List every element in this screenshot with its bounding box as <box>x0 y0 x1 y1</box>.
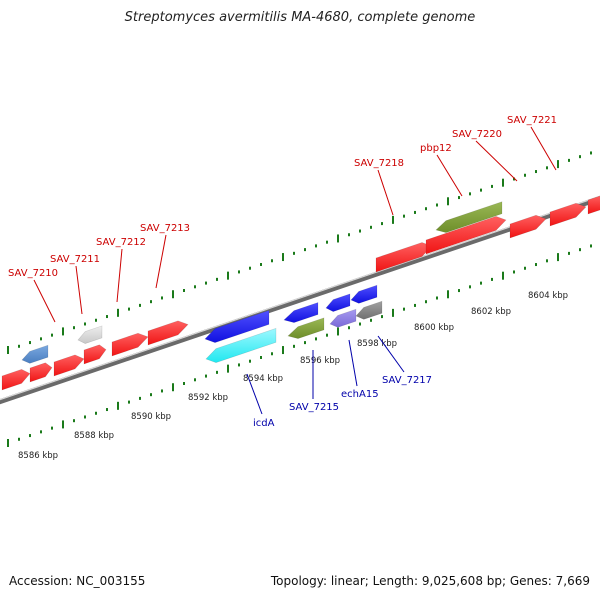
gene-label: SAV_7213 <box>140 223 190 234</box>
gene-arrow <box>329 308 357 328</box>
gene-label: pbp12 <box>420 143 452 154</box>
label-leader-line <box>116 248 123 303</box>
gene-arrow <box>287 317 325 339</box>
gene-label: SAV_7221 <box>507 115 557 126</box>
label-leader-line <box>377 169 394 216</box>
gene-features <box>1 195 600 391</box>
lower-tick-track <box>7 244 592 447</box>
gene-arrow <box>77 325 103 344</box>
scale-label: 8596 kbp <box>300 356 340 366</box>
gene-label: SAV_7210 <box>8 268 58 279</box>
genome-backbone <box>0 195 600 405</box>
scale-label: 8604 kbp <box>528 291 568 301</box>
scale-label: 8600 kbp <box>414 323 454 333</box>
label-leader-line <box>530 126 557 171</box>
scale-label: 8598 kbp <box>357 339 397 349</box>
gene-label: SAV_7218 <box>354 158 404 169</box>
gene-arrow <box>111 332 149 357</box>
gene-arrow <box>435 201 503 233</box>
gene-arrow <box>587 195 600 215</box>
label-leader-line <box>155 234 167 289</box>
gene-arrow <box>1 369 31 391</box>
label-leader-line <box>348 339 358 387</box>
upper-tick-track <box>7 151 592 354</box>
gene-arrow <box>29 362 53 383</box>
gene-label: SAV_7212 <box>96 237 146 248</box>
gene-arrow <box>355 300 383 320</box>
feature-labels: 8586 kbp 8588 kbp 8590 kbp 8592 kbp 8594 kbp… <box>8 115 568 461</box>
scale-label: 8586 kbp <box>18 451 58 461</box>
gene-arrow <box>204 309 270 343</box>
gene-arrow <box>509 214 547 239</box>
label-leader-line <box>377 335 405 373</box>
label-leader-line <box>75 265 83 315</box>
scale-label: 8592 kbp <box>188 393 228 403</box>
gene-arrow <box>350 284 378 304</box>
gene-label: SAV_7215 <box>289 402 339 413</box>
gene-label: SAV_7211 <box>50 254 100 265</box>
scale-label: 8594 kbp <box>243 374 283 384</box>
gene-label: SAV_7217 <box>382 375 432 386</box>
gene-label: icdA <box>253 418 275 429</box>
gene-arrow <box>53 354 85 377</box>
scale-label: 8590 kbp <box>131 412 171 422</box>
gene-arrow <box>83 344 107 365</box>
accession-text: Accession: NC_003155 <box>9 574 146 588</box>
scale-label: 8602 kbp <box>471 307 511 317</box>
gene-arrow <box>205 327 277 363</box>
gene-arrow <box>147 320 189 346</box>
gene-arrow <box>21 344 49 364</box>
gene-arrow <box>325 293 351 312</box>
backbone-highlight <box>0 195 600 401</box>
gene-arrow <box>283 302 319 323</box>
map-title: Streptomyces avermitilis MA-4680, comple… <box>124 10 476 25</box>
label-leader-line <box>475 140 518 182</box>
gene-label: echA15 <box>341 389 379 400</box>
scale-label: 8588 kbp <box>74 431 114 441</box>
backbone-line <box>0 195 600 405</box>
gene-label: SAV_7220 <box>452 129 502 140</box>
label-leader-line <box>33 279 56 323</box>
genome-summary: Topology: linear; Length: 9,025,608 bp; … <box>270 574 590 588</box>
label-leader-line <box>436 154 463 197</box>
label-leader-line <box>246 373 263 415</box>
gene-arrow <box>425 216 507 255</box>
gene-arrow <box>549 202 587 227</box>
tick-marks <box>7 151 592 447</box>
